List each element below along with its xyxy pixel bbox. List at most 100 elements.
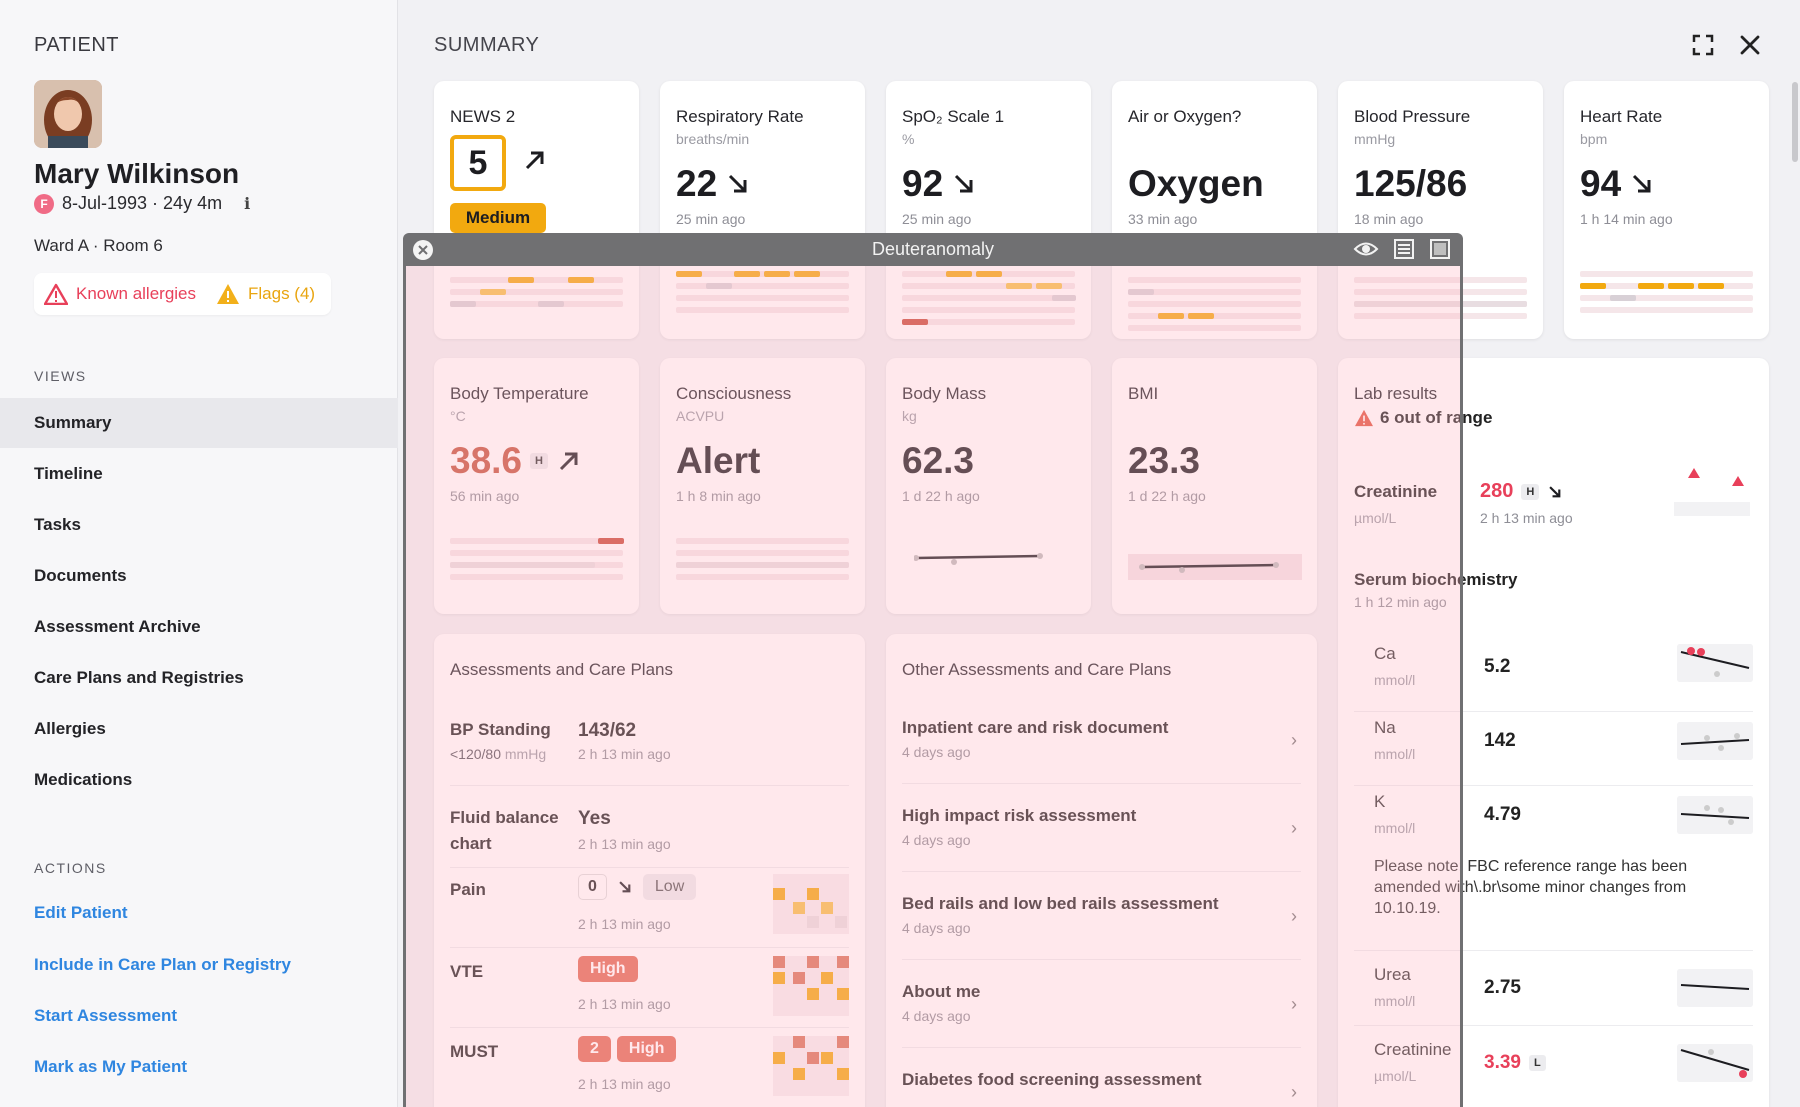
- nav-assessment-archive[interactable]: Assessment Archive: [34, 617, 201, 636]
- scrollbar[interactable]: [1792, 82, 1798, 162]
- card-time: 1 h 8 min ago: [676, 488, 761, 504]
- oa-item-inpatient-care[interactable]: Inpatient care and risk document 4 days …: [902, 696, 1301, 784]
- vte-row[interactable]: VTE High 2 h 13 min ago: [450, 948, 849, 1028]
- info-icon[interactable]: i: [244, 194, 251, 213]
- nav-tasks[interactable]: Tasks: [34, 515, 81, 534]
- close-icon[interactable]: [1735, 30, 1765, 60]
- consciousness-card[interactable]: Consciousness ACVPU Alert 1 h 8 min ago: [660, 358, 865, 614]
- lab-row-ca[interactable]: Ca mmol/l 5.2: [1354, 638, 1753, 712]
- oa-item-bed-rails[interactable]: Bed rails and low bed rails assessment 4…: [902, 872, 1301, 960]
- fluid-balance-row[interactable]: Fluid balance chart Yes 2 h 13 min ago: [450, 786, 849, 868]
- na-sparkline: [1677, 722, 1753, 760]
- oa-item-high-impact-risk[interactable]: High impact risk assessment 4 days ago ›: [902, 784, 1301, 872]
- avatar[interactable]: [34, 80, 102, 148]
- row-label: BP Standing: [450, 720, 551, 739]
- row-label: Pain: [450, 880, 486, 899]
- card-title: Body Mass: [902, 384, 987, 403]
- nav-documents[interactable]: Documents: [34, 566, 127, 585]
- must-level-tag: High: [616, 1036, 677, 1062]
- card-title: Air or Oxygen?: [1128, 107, 1242, 126]
- known-allergies-link[interactable]: Known allergies: [76, 284, 197, 303]
- arrow-up-right-icon: [525, 151, 544, 170]
- card-time: 18 min ago: [1354, 211, 1424, 227]
- card-time: 1 h 14 min ago: [1580, 211, 1673, 227]
- card-unit: bpm: [1580, 131, 1608, 147]
- pain-row[interactable]: Pain 0 Low 2 h 13 min ago: [450, 868, 849, 948]
- card-value: 22: [676, 163, 751, 205]
- nav-medications[interactable]: Medications: [34, 770, 133, 789]
- oa-time: 4 days ago: [902, 1008, 971, 1024]
- lab-name: Urea: [1374, 965, 1411, 984]
- eye-icon[interactable]: [1353, 238, 1379, 260]
- lab-row-k[interactable]: K mmol/l 4.79: [1354, 786, 1753, 860]
- lab-name: Creatinine: [1374, 1040, 1452, 1059]
- card-unit: breaths/min: [676, 131, 750, 147]
- row-time: 2 h 13 min ago: [578, 836, 671, 852]
- blood-pressure-card[interactable]: Blood Pressure mmHg 125/86 18 min ago: [1338, 81, 1543, 339]
- pain-value: 0 Low: [578, 874, 697, 900]
- lab-unit: µmol/L: [1374, 1068, 1417, 1084]
- list-icon[interactable]: [1393, 238, 1415, 260]
- card-value: 94: [1580, 163, 1655, 205]
- bp-standing-row[interactable]: BP Standing <120/80 mmHg 143/62 2 h 13 m…: [450, 714, 849, 786]
- air-mini-chart: [1128, 277, 1301, 337]
- overlay-titlebar[interactable]: Deuteranomaly: [403, 233, 1463, 266]
- lab-row-na[interactable]: Na mmol/l 142: [1354, 712, 1753, 786]
- card-time: 1 d 22 h ago: [902, 488, 980, 504]
- news2-card[interactable]: NEWS 2 5 Medium: [434, 81, 639, 339]
- assessments-card[interactable]: Assessments and Care Plans BP Standing <…: [434, 634, 865, 1107]
- nav-care-plans[interactable]: Care Plans and Registries: [34, 668, 244, 687]
- nav-allergies[interactable]: Allergies: [34, 719, 106, 738]
- row-time: 2 h 13 min ago: [578, 746, 671, 762]
- body-mass-card[interactable]: Body Mass kg 62.3 1 d 22 h ago: [886, 358, 1091, 614]
- hr-mini-chart: [1580, 271, 1753, 319]
- include-care-plan-link[interactable]: Include in Care Plan or Registry: [34, 955, 291, 974]
- vte-level-tag: High: [578, 956, 638, 982]
- sidebar: PATIENT Mary Wilkinson F 8-Jul-1993 · 24…: [0, 0, 398, 1107]
- oa-item-about-me[interactable]: About me 4 days ago ›: [902, 960, 1301, 1048]
- body-temperature-card[interactable]: Body Temperature °C 38.6 H 56 min ago: [434, 358, 639, 614]
- respiratory-rate-card[interactable]: Respiratory Rate breaths/min 22 25 min a…: [660, 81, 865, 339]
- arrow-down-right-icon: [1633, 174, 1651, 193]
- row-time: 2 h 13 min ago: [578, 916, 671, 932]
- mark-my-patient-link[interactable]: Mark as My Patient: [34, 1057, 188, 1076]
- card-value: 23.3: [1128, 440, 1201, 481]
- lab-results-card[interactable]: Lab results 6 out of range Creatinine µm…: [1338, 358, 1769, 1107]
- expand-icon[interactable]: [1688, 30, 1718, 60]
- edit-patient-link[interactable]: Edit Patient: [34, 903, 128, 922]
- lab-value-group: 3.39 L: [1484, 1052, 1546, 1074]
- patient-heading: PATIENT: [34, 34, 119, 56]
- lab-row-urea[interactable]: Urea mmol/l 2.75: [1354, 950, 1753, 1026]
- must-row[interactable]: MUST 2 High 2 h 13 min ago: [450, 1028, 849, 1107]
- consciousness-mini-chart: [676, 538, 849, 586]
- low-flag-badge: L: [1528, 1055, 1546, 1071]
- vte-value: High: [578, 956, 638, 982]
- start-assessment-link[interactable]: Start Assessment: [34, 1006, 177, 1025]
- high-flag-badge: H: [530, 453, 548, 469]
- bmi-card[interactable]: BMI 23.3 1 d 22 h ago: [1112, 358, 1317, 614]
- oa-item-diabetes-food[interactable]: Diabetes food screening assessment ›: [902, 1048, 1301, 1107]
- overlay-close-icon[interactable]: [413, 240, 433, 260]
- summary-heading: SUMMARY: [434, 34, 540, 56]
- lab-row-creatinine-2[interactable]: Creatinine µmol/L 3.39 L: [1354, 1026, 1753, 1106]
- card-unit: %: [902, 131, 915, 147]
- heart-rate-card[interactable]: Heart Rate bpm 94 1 h 14 min ago: [1564, 81, 1769, 339]
- card-title: Blood Pressure: [1354, 107, 1471, 126]
- other-assessments-card[interactable]: Other Assessments and Care Plans Inpatie…: [886, 634, 1317, 1107]
- oa-name: Diabetes food screening assessment: [902, 1070, 1202, 1089]
- lab-value: 3.39: [1484, 1052, 1521, 1073]
- card-value: 125/86: [1354, 163, 1468, 204]
- alerts-pill[interactable]: Known allergies Flags (4): [34, 273, 331, 315]
- nav-timeline[interactable]: Timeline: [34, 464, 103, 483]
- bp-target-value: <120/80: [450, 746, 501, 762]
- card-unit: ACVPU: [676, 408, 725, 424]
- value-text: 92: [902, 163, 944, 204]
- oa-time: 4 days ago: [902, 744, 971, 760]
- serum-biochem-title: Serum biochemistry: [1354, 570, 1518, 589]
- flags-link[interactable]: Flags (4): [248, 284, 316, 303]
- nav-summary[interactable]: Summary: [0, 398, 398, 448]
- spo2-card[interactable]: SpO₂ Scale 1 % 92 25 min ago: [886, 81, 1091, 339]
- square-icon[interactable]: [1429, 238, 1451, 260]
- card-title: SpO₂ Scale 1: [902, 107, 1005, 126]
- air-oxygen-card[interactable]: Air or Oxygen? Oxygen 33 min ago: [1112, 81, 1317, 339]
